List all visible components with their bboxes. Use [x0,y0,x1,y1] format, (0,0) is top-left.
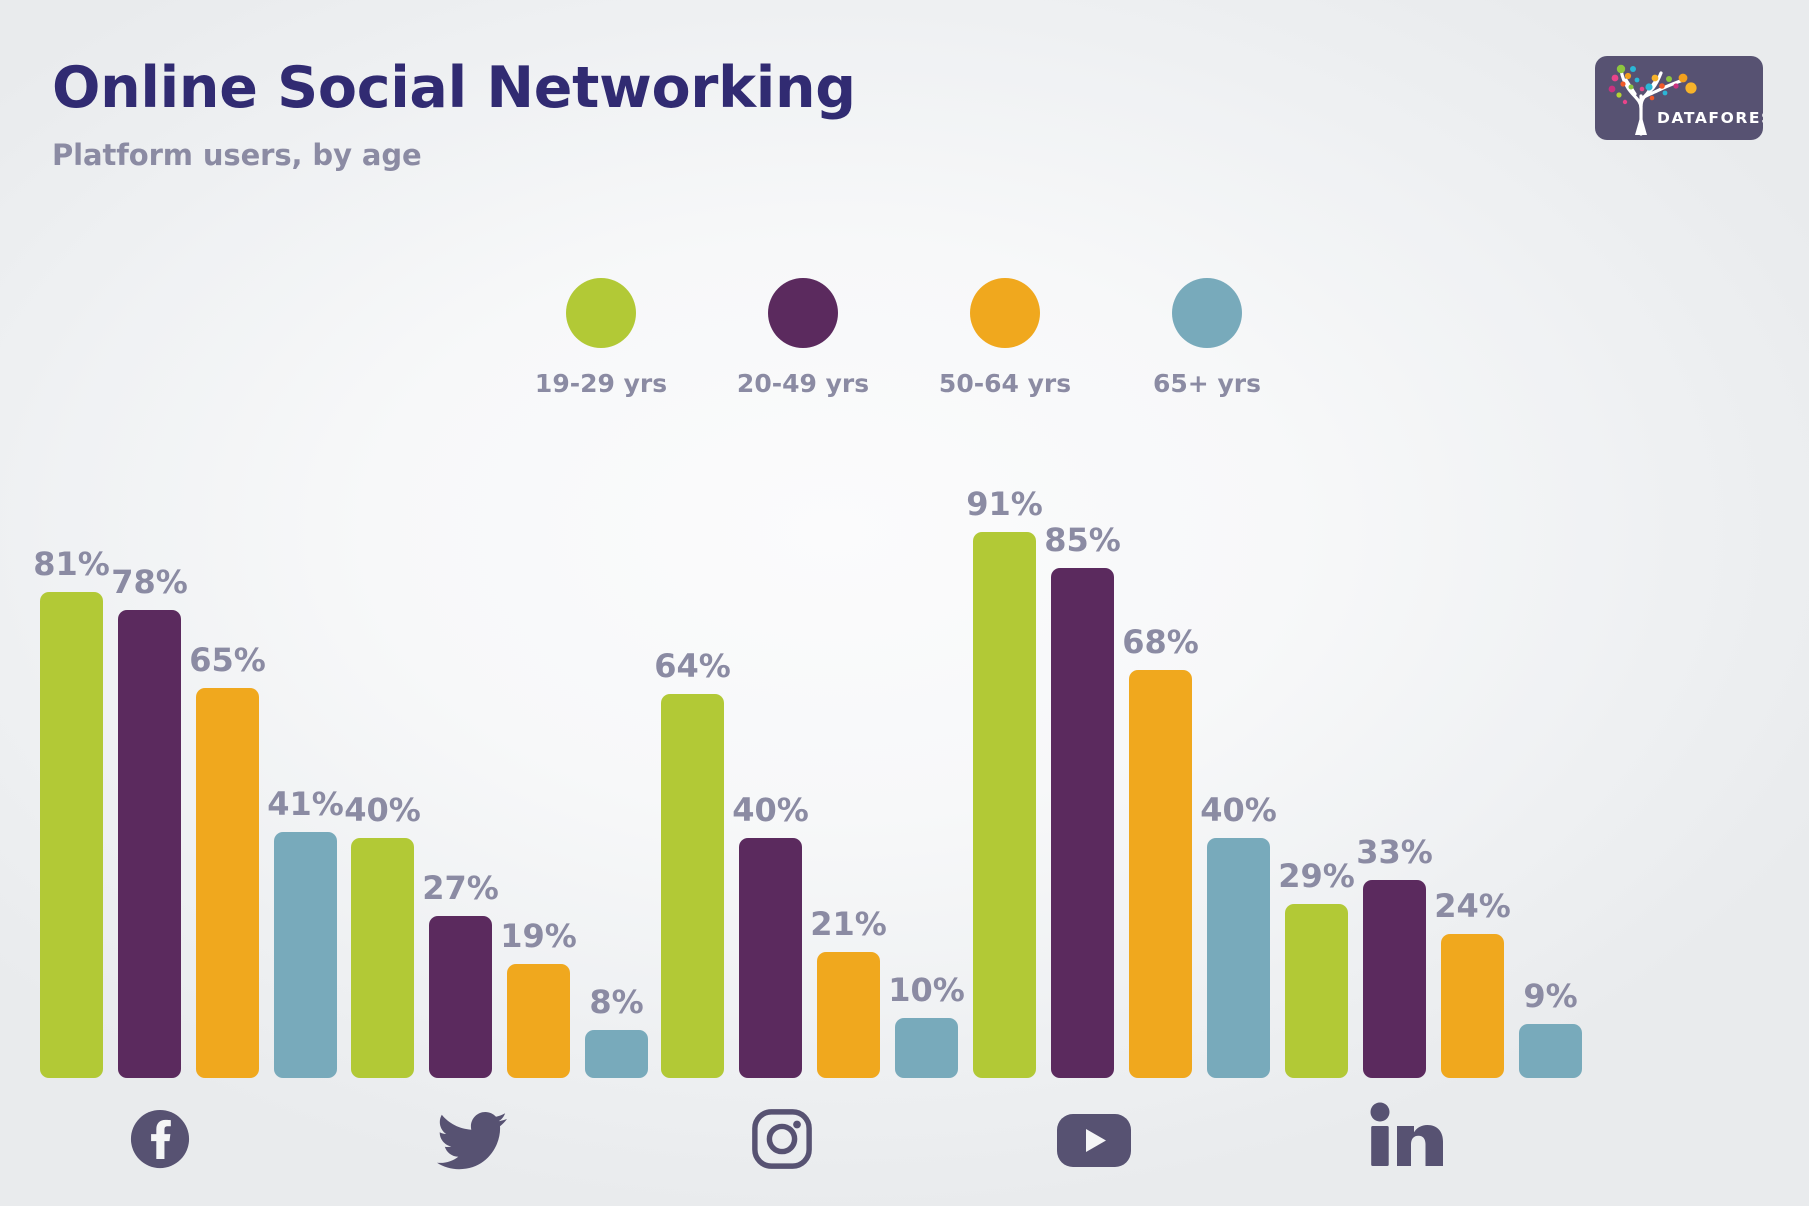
legend-item-50-64[interactable]: 50-64 yrs [939,278,1071,398]
bar-instagram-20-49-yrs[interactable]: 40% [732,791,809,1078]
bar-wrap-instagram-2: 21% [810,905,887,1078]
bar-wrap-twitter-2: 19% [500,917,577,1078]
bar-value-label: 40% [732,791,809,829]
bar-wrap-youtube-0: 91% [966,485,1043,1078]
instagram-icon[interactable] [751,1108,813,1170]
bar-value-label: 81% [33,545,110,583]
bar-value-label: 68% [1122,623,1199,661]
bar-value-label: 9% [1523,977,1578,1015]
bar-value-label: 91% [966,485,1043,523]
page-title: Online Social Networking [52,55,856,121]
bar-value-label: 21% [810,905,887,943]
legend-dot-50-64 [970,278,1040,348]
bar-value-label: 40% [344,791,421,829]
bar-wrap-instagram-1: 40% [732,791,809,1078]
bar-twitter-20-49-yrs[interactable]: 27% [422,869,499,1078]
youtube-icon[interactable] [1057,1114,1131,1167]
dataforest-logo: DATAFOREST [1595,56,1763,140]
dataforest-tree-icon [1608,64,1697,136]
bar-group-twitter: 40% 27% 19% 8% [344,791,648,1078]
bar-wrap-facebook-2: 65% [189,641,266,1078]
legend-dot-20-49 [768,278,838,348]
bar-wrap-twitter-0: 40% [344,791,421,1078]
bar-facebook-19-29-yrs[interactable]: 81% [33,545,110,1078]
dataforest-logo-text: DATAFOREST [1657,109,1763,127]
linkedin-icon[interactable] [1368,1102,1444,1168]
bar-wrap-youtube-3: 40% [1200,791,1277,1078]
bar-value-label: 85% [1044,521,1121,559]
bar-instagram-19-29-yrs[interactable]: 64% [654,647,731,1078]
bar-value-label: 27% [422,869,499,907]
bar-linkedin-65+-yrs[interactable]: 9% [1519,977,1582,1078]
bar-wrap-instagram-3: 10% [888,971,965,1078]
bar-linkedin-50-64-yrs[interactable]: 24% [1434,887,1511,1078]
legend-label-50-64: 50-64 yrs [938,369,1072,398]
bar-twitter-65+-yrs[interactable]: 8% [585,983,648,1078]
bar-facebook-20-49-yrs[interactable]: 78% [111,563,188,1078]
bar-wrap-youtube-2: 68% [1122,623,1199,1078]
bar-instagram-50-64-yrs[interactable]: 21% [810,905,887,1078]
bar-wrap-twitter-1: 27% [422,869,499,1078]
bar-wrap-linkedin-3: 9% [1519,977,1582,1078]
bar-facebook-50-64-yrs[interactable]: 65% [189,641,266,1078]
bar-youtube-20-49-yrs[interactable]: 85% [1044,521,1121,1078]
bar-facebook-65+-yrs[interactable]: 41% [267,785,344,1078]
legend-label-65-plus: 65+ yrs [1153,369,1261,398]
bar-value-label: 29% [1278,857,1355,895]
bar-youtube-65+-yrs[interactable]: 40% [1200,791,1277,1078]
bar-value-label: 40% [1200,791,1277,829]
legend-item-19-29[interactable]: 19-29 yrs [535,278,667,398]
legend-item-65-plus[interactable]: 65+ yrs [1146,278,1268,398]
legend: 19-29 yrs 20-49 yrs 50-64 yrs 65+ yrs [535,278,1268,398]
legend-dot-65-plus [1172,278,1242,348]
legend-dot-19-29 [566,278,636,348]
legend-label-19-29: 19-29 yrs [534,369,668,398]
bar-wrap-linkedin-1: 33% [1356,833,1433,1078]
bar-group-facebook: 81% 78% 65% 41% [33,545,344,1078]
bar-youtube-19-29-yrs[interactable]: 91% [966,485,1043,1078]
bar-linkedin-20-49-yrs[interactable]: 33% [1356,833,1433,1078]
bar-wrap-linkedin-0: 29% [1278,857,1355,1078]
bar-wrap-instagram-0: 64% [654,647,731,1078]
bar-value-label: 65% [189,641,266,679]
bar-twitter-19-29-yrs[interactable]: 40% [344,791,421,1078]
platform-icon-row [0,1102,1809,1188]
bar-group-linkedin: 29% 33% 24% 9% [1278,833,1582,1078]
bar-value-label: 78% [111,563,188,601]
bar-group-youtube: 91% 85% 68% 40% [966,485,1277,1078]
bar-wrap-linkedin-2: 24% [1434,887,1511,1078]
bar-value-label: 24% [1434,887,1511,925]
bar-youtube-50-64-yrs[interactable]: 68% [1122,623,1199,1078]
bar-wrap-facebook-3: 41% [267,785,344,1078]
bar-wrap-facebook-0: 81% [33,545,110,1078]
bar-value-label: 41% [267,785,344,823]
legend-label-20-49: 20-49 yrs [736,369,870,398]
bar-value-label: 8% [589,983,644,1021]
legend-item-20-49[interactable]: 20-49 yrs [737,278,869,398]
page-subtitle: Platform users, by age [52,137,422,172]
bar-group-instagram: 64% 40% 21% 10% [654,647,965,1078]
bar-value-label: 33% [1356,833,1433,871]
bar-linkedin-19-29-yrs[interactable]: 29% [1278,857,1355,1078]
bar-value-label: 19% [500,917,577,955]
bar-wrap-youtube-1: 85% [1044,521,1121,1078]
twitter-icon[interactable] [437,1112,507,1170]
bar-value-label: 10% [888,971,965,1009]
facebook-icon[interactable] [129,1108,191,1170]
header: Online Social Networking Platform users,… [52,55,1152,172]
bar-instagram-65+-yrs[interactable]: 10% [888,971,965,1078]
bar-wrap-facebook-1: 78% [111,563,188,1078]
bar-twitter-50-64-yrs[interactable]: 19% [500,917,577,1078]
bar-value-label: 64% [654,647,731,685]
bar-wrap-twitter-3: 8% [585,983,648,1078]
